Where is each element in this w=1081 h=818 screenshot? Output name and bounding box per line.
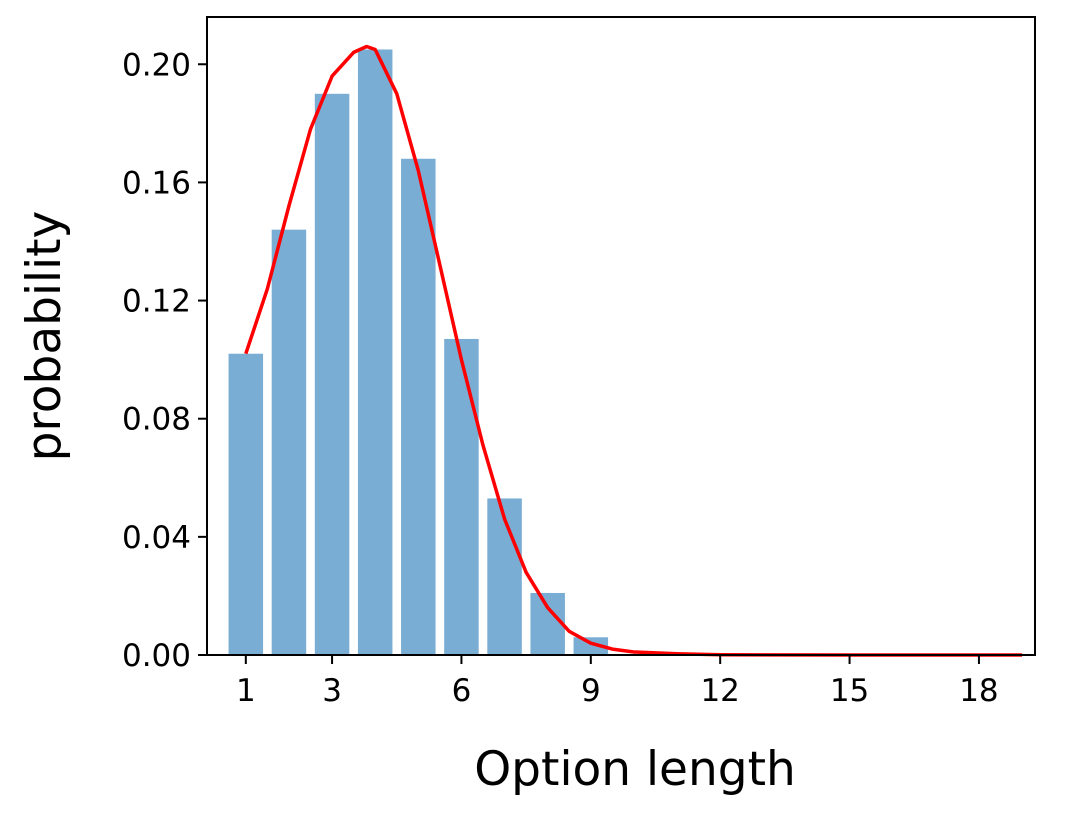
x-axis-label: Option length <box>474 742 796 797</box>
y-axis-label: probability <box>17 211 72 462</box>
bar-8 <box>530 592 565 655</box>
x-tick-label: 3 <box>322 673 342 709</box>
x-tick-label: 18 <box>959 673 998 709</box>
bar-1 <box>228 353 264 655</box>
x-tick-label: 1 <box>236 673 256 709</box>
bar-6 <box>444 338 479 655</box>
bar-2 <box>271 229 307 655</box>
bar-4 <box>357 49 393 656</box>
y-tick-label: 0.00 <box>122 638 191 674</box>
bar-3 <box>314 93 350 656</box>
x-tick-label: 15 <box>830 673 869 709</box>
plot-frame <box>206 16 1036 656</box>
y-tick-label: 0.08 <box>122 402 191 438</box>
bar-7 <box>487 498 522 655</box>
y-ticks: 0.00 0.04 0.08 0.12 0.16 0.20 <box>122 47 207 674</box>
bars-layer <box>228 49 609 656</box>
x-tick-label: 12 <box>700 673 739 709</box>
x-tick-label: 6 <box>452 673 472 709</box>
y-tick-label: 0.04 <box>122 520 191 556</box>
y-tick-label: 0.12 <box>122 284 191 320</box>
y-tick-label: 0.20 <box>122 47 191 83</box>
x-tick-label: 9 <box>581 673 601 709</box>
bar-9 <box>573 637 609 655</box>
bar-5 <box>401 158 436 655</box>
x-ticks: 1 3 6 9 12 15 18 <box>236 655 999 709</box>
y-tick-label: 0.16 <box>122 165 191 201</box>
